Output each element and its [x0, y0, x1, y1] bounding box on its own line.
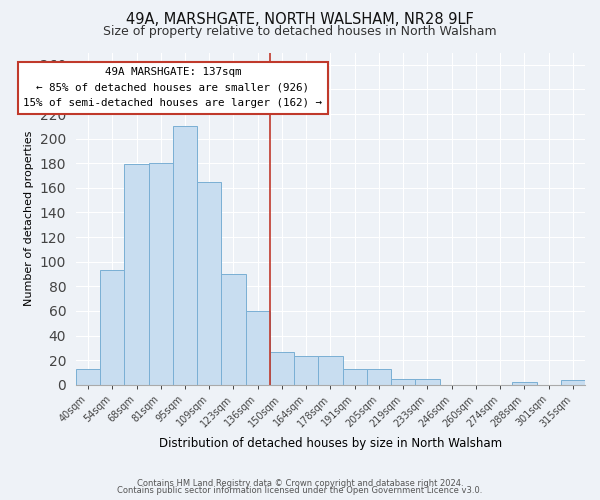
- Bar: [221, 274, 245, 384]
- Bar: [149, 163, 173, 384]
- Text: Size of property relative to detached houses in North Walsham: Size of property relative to detached ho…: [103, 25, 497, 38]
- Bar: [561, 380, 585, 384]
- Text: Contains HM Land Registry data © Crown copyright and database right 2024.: Contains HM Land Registry data © Crown c…: [137, 478, 463, 488]
- Bar: [367, 368, 391, 384]
- Bar: [124, 164, 149, 384]
- Bar: [100, 270, 124, 384]
- Bar: [173, 126, 197, 384]
- Text: 49A MARSHGATE: 137sqm
← 85% of detached houses are smaller (926)
15% of semi-det: 49A MARSHGATE: 137sqm ← 85% of detached …: [23, 68, 322, 108]
- Bar: [76, 368, 100, 384]
- Bar: [391, 378, 415, 384]
- Bar: [343, 368, 367, 384]
- Bar: [270, 352, 294, 384]
- Bar: [415, 378, 440, 384]
- Bar: [319, 356, 343, 384]
- Text: Contains public sector information licensed under the Open Government Licence v3: Contains public sector information licen…: [118, 486, 482, 495]
- Y-axis label: Number of detached properties: Number of detached properties: [24, 131, 34, 306]
- Bar: [294, 356, 319, 384]
- Bar: [197, 182, 221, 384]
- X-axis label: Distribution of detached houses by size in North Walsham: Distribution of detached houses by size …: [159, 437, 502, 450]
- Text: 49A, MARSHGATE, NORTH WALSHAM, NR28 9LF: 49A, MARSHGATE, NORTH WALSHAM, NR28 9LF: [126, 12, 474, 28]
- Bar: [512, 382, 536, 384]
- Bar: [245, 311, 270, 384]
